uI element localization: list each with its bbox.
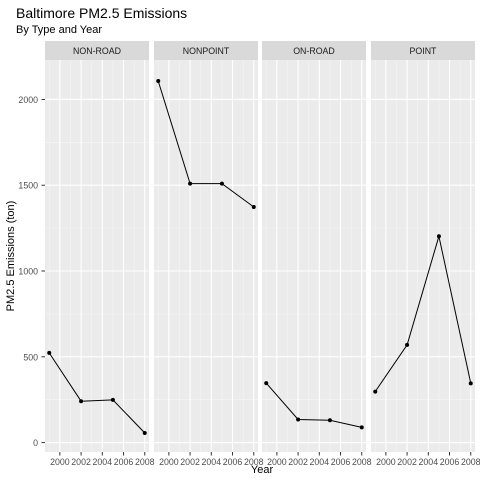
facet-label: NON-ROAD (73, 46, 121, 56)
data-point (405, 342, 410, 347)
data-point (219, 181, 224, 186)
x-tick-label: 2002 (71, 457, 91, 467)
facet-label: POINT (410, 46, 438, 56)
data-point (468, 381, 473, 386)
chart-title: Baltimore PM2.5 Emissions (16, 5, 188, 21)
data-point (110, 397, 115, 402)
data-point (188, 181, 193, 186)
y-tick-label: 2000 (18, 95, 38, 105)
x-tick-label: 2000 (267, 457, 287, 467)
facet-strip (371, 41, 475, 60)
x-tick-label: 2006 (114, 457, 134, 467)
x-tick-label: 2000 (376, 457, 396, 467)
x-tick-label: 2008 (352, 457, 372, 467)
panel-background (262, 60, 366, 452)
panel-background (154, 60, 258, 452)
x-tick-label: 2006 (440, 457, 460, 467)
facet-strip (45, 41, 149, 60)
y-tick-label: 500 (23, 352, 38, 362)
series-line (265, 382, 362, 428)
x-tick-label: 2002 (288, 457, 308, 467)
x-tick-label: 2004 (419, 457, 439, 467)
series-line (374, 236, 472, 392)
y-axis-title: PM2.5 Emissions (ton) (5, 201, 17, 312)
facet-label: ON-ROAD (293, 46, 335, 56)
x-tick-label: 2004 (93, 457, 113, 467)
data-point (436, 234, 441, 239)
x-tick-label: 2000 (159, 457, 179, 467)
data-point (264, 381, 269, 386)
data-point (156, 78, 161, 83)
facet-strip (262, 41, 366, 60)
x-tick-label: 2004 (310, 457, 330, 467)
panel-background (45, 60, 149, 452)
data-point (373, 389, 378, 394)
y-tick-label: 0 (33, 438, 38, 448)
x-tick-label: 2008 (244, 457, 264, 467)
series-line (157, 80, 255, 208)
x-tick-label: 2002 (397, 457, 417, 467)
series-line (48, 352, 146, 434)
data-point (296, 417, 301, 422)
data-point (359, 425, 364, 430)
data-point (142, 430, 147, 435)
x-tick-label: 2000 (50, 457, 70, 467)
x-tick-label: 2006 (331, 457, 351, 467)
data-point (251, 204, 256, 209)
facet-strip (154, 41, 258, 60)
facet-label: NONPOINT (183, 46, 230, 56)
x-tick-label: 2002 (180, 457, 200, 467)
data-point (79, 399, 84, 404)
x-tick-label: 2004 (202, 457, 222, 467)
x-tick-label: 2006 (223, 457, 243, 467)
data-point (327, 418, 332, 423)
x-tick-label: 2008 (461, 457, 480, 467)
x-axis-title: Year (251, 464, 274, 476)
data-point (47, 350, 52, 355)
x-tick-label: 2008 (135, 457, 155, 467)
y-tick-label: 1000 (18, 267, 38, 277)
chart-subtitle: By Type and Year (16, 24, 103, 36)
y-tick-label: 1500 (18, 181, 38, 191)
panel-background (371, 60, 475, 452)
